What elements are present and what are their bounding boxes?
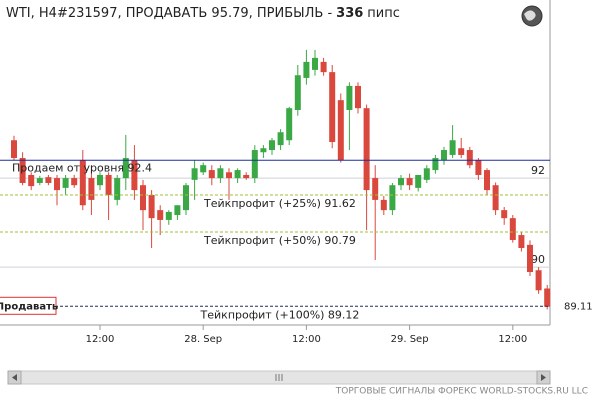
candle-body [200, 165, 207, 173]
candle-body [398, 178, 404, 186]
candle-body [423, 168, 430, 180]
candle-body [441, 150, 447, 161]
candle-body [286, 108, 293, 141]
x-tick-label: 29. Sep [391, 334, 429, 345]
candle-body [251, 150, 258, 179]
scrollbar[interactable] [7, 370, 551, 385]
candle-body [243, 174, 250, 179]
candle-body [372, 178, 379, 200]
candle-body [449, 140, 456, 155]
candle-body [45, 177, 52, 183]
candle-body [19, 158, 26, 183]
candle-body [518, 235, 525, 248]
candle-body [157, 210, 164, 220]
candle-body [466, 150, 473, 166]
candle-body [79, 160, 86, 206]
candle-body [492, 185, 499, 211]
candle-body [114, 178, 121, 200]
candle-body [54, 178, 60, 191]
candle-body [277, 132, 284, 146]
candle-body [346, 85, 353, 110]
candle-body [36, 178, 43, 183]
candle-body [509, 218, 516, 240]
candle-body [389, 185, 396, 211]
footer: ТОРГОВЫЕ СИГНАЛЫ ФОРЕКС WORLD-STOCKS.RU … [335, 387, 588, 397]
chart-title: WTI, H4#231597, ПРОДАВАТЬ 95.79, ПРИБЫЛЬ… [6, 6, 400, 21]
candle-body [226, 172, 232, 179]
candle-body [217, 168, 224, 179]
profit-pips: 336 [336, 6, 363, 21]
globe-icon[interactable] [521, 5, 543, 27]
profit-unit: пипс [367, 6, 400, 21]
candle-body [11, 140, 17, 159]
candle-body [363, 108, 370, 191]
candle-body [501, 210, 508, 219]
candle-body [71, 178, 78, 186]
candle-body [406, 178, 413, 186]
y-tick-label: 90 [531, 253, 545, 266]
level-label: Тейкпрофит (+100%) 89.12 [200, 308, 360, 321]
candle-body [260, 148, 267, 153]
current-price-label: 89.11 [564, 302, 593, 313]
candle-body [303, 61, 310, 78]
candle-body [458, 148, 465, 155]
candle-body [484, 170, 490, 191]
candle-body [380, 199, 387, 211]
x-tick-label: 12:00 [86, 334, 115, 345]
candle-body [312, 57, 318, 70]
candle-body [269, 140, 275, 151]
candle-body [191, 168, 198, 180]
candle-body [475, 160, 482, 175]
candle-body [28, 174, 35, 187]
order-button[interactable]: Продавать [0, 301, 58, 312]
x-tick-label: 12:00 [292, 334, 321, 345]
candle-body [62, 178, 69, 188]
candle-body [432, 158, 439, 171]
order-button-box [0, 296, 57, 315]
candle-body [148, 195, 155, 219]
candle-body [355, 85, 361, 109]
x-tick-label: 28. Sep [184, 334, 222, 345]
level-label: Тейкпрофит (+25%) 91.62 [203, 197, 356, 210]
candle-body [174, 205, 181, 216]
level-label: Продаем от уровня 92.4 [12, 161, 152, 174]
candle-body [415, 174, 422, 188]
candle-body [320, 61, 327, 73]
candle-body [208, 170, 215, 179]
candle-body [329, 72, 336, 143]
candle-body [535, 270, 542, 291]
candle-body [183, 185, 189, 211]
candle-body [140, 185, 146, 211]
candle-body [88, 178, 95, 200]
candle-body [544, 288, 551, 307]
candle-body [131, 160, 138, 191]
candle-body [337, 100, 344, 161]
candle-body [527, 244, 533, 273]
level-label: Тейкпрофит (+50%) 90.79 [203, 234, 356, 247]
candle-body [165, 211, 172, 220]
candle-body [122, 158, 129, 179]
title-text: WTI, H4#231597, ПРОДАВАТЬ 95.79, ПРИБЫЛЬ… [6, 6, 332, 21]
candle-body [97, 174, 103, 186]
candle-body [234, 170, 241, 179]
x-tick-label: 12:00 [498, 334, 527, 345]
candle-body [294, 75, 301, 110]
y-tick-label: 92 [531, 164, 545, 177]
candle-body [105, 174, 112, 195]
